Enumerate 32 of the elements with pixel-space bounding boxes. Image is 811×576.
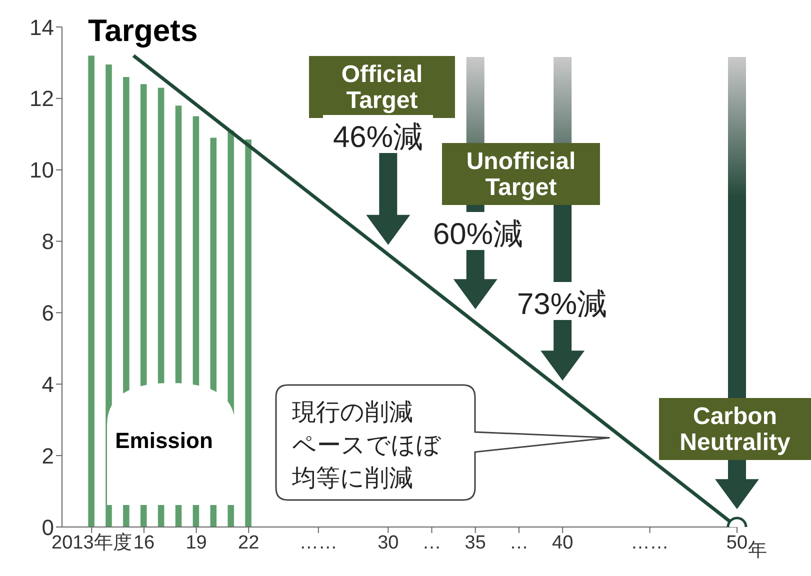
bar [88, 56, 94, 527]
annotation: Unofficial Target [466, 148, 576, 201]
annotation: 現行の削減ペースでほぼ均等に削減 [291, 399, 442, 492]
annotation: 60%減 [432, 218, 524, 251]
x-axis-title: 年 [748, 540, 767, 561]
y-tick-label: 12 [30, 86, 54, 112]
x-tick-label: 30 [378, 532, 399, 554]
chart-title: Targets [88, 13, 198, 48]
annotation: Emission [114, 427, 214, 455]
x-tick-label: … [509, 532, 528, 554]
x-tick-label: 2013年度 [52, 531, 132, 554]
x-tick-label: …… [299, 532, 338, 554]
y-tick-label: 14 [30, 14, 54, 40]
annotation: Carbon Neutrality [680, 403, 791, 456]
y-tick-label: 8 [42, 229, 54, 254]
annotation: Official Target [341, 61, 423, 114]
x-tick-label: 50 [726, 532, 748, 554]
x-tick-label: 19 [186, 532, 207, 554]
y-tick-label: 2 [42, 443, 54, 468]
annotation: 73%減 [516, 288, 608, 321]
x-tick-label: …… [630, 532, 669, 554]
x-tick-label: … [422, 532, 442, 554]
y-tick-label: 6 [42, 300, 54, 326]
x-tick-label: 16 [133, 532, 155, 554]
y-tick-label: 4 [42, 372, 54, 397]
x-tick-label: 35 [464, 532, 486, 554]
bar [245, 140, 252, 527]
x-tick-label: 40 [552, 532, 574, 554]
y-tick-label: 10 [30, 158, 54, 183]
x-tick-label: 22 [238, 532, 260, 554]
annotation: 46%減 [332, 121, 424, 154]
y-tick-label: 0 [42, 514, 54, 540]
